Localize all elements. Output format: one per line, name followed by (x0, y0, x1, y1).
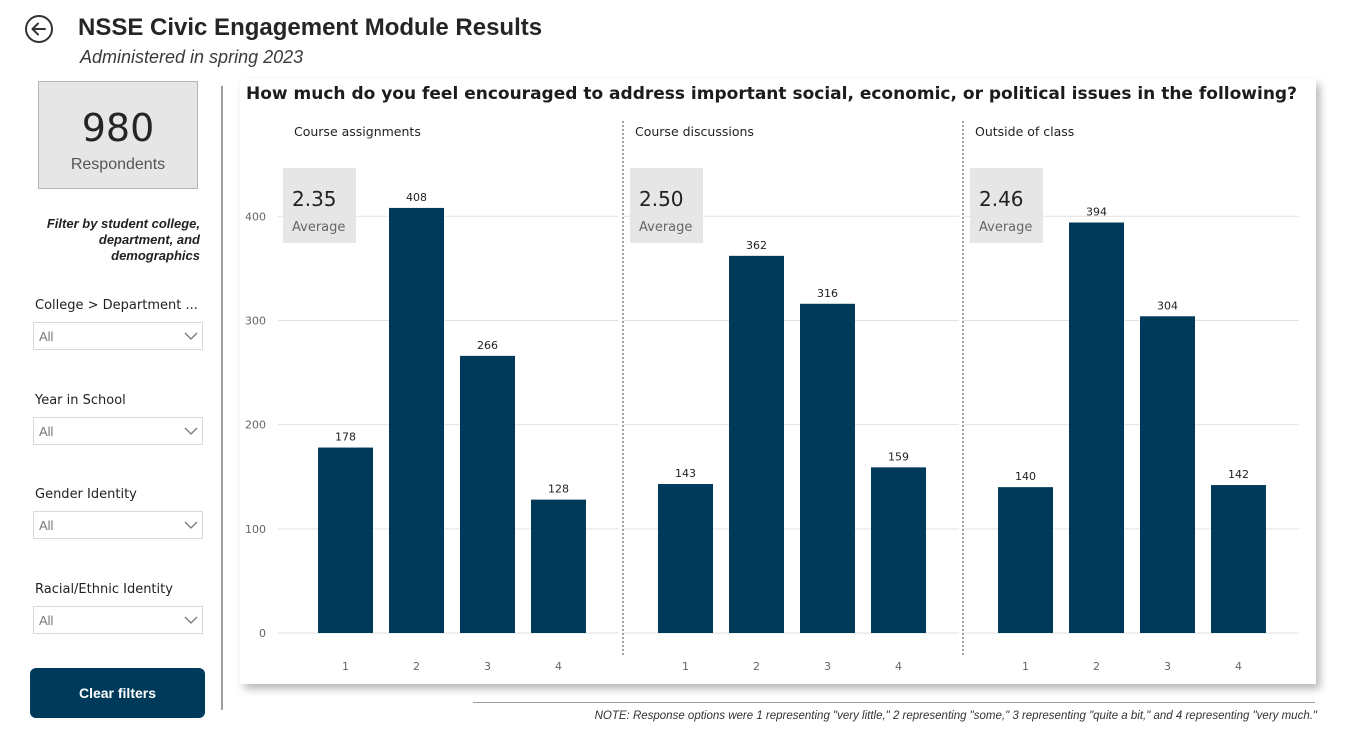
slicer-title-race: Racial/Ethnic Identity (35, 582, 173, 597)
bar (1211, 485, 1266, 633)
footnote: NOTE: Response options were 1 representi… (594, 710, 1317, 722)
x-tick-label: 2 (413, 660, 420, 673)
slicer-title-year: Year in School (35, 393, 126, 408)
bar-value-label: 143 (675, 467, 696, 480)
slicer-title-gender: Gender Identity (35, 487, 137, 502)
chevron-down-icon (184, 521, 198, 529)
x-tick-label: 1 (1022, 660, 1029, 673)
slicer-year-value: All (39, 424, 54, 439)
slicer-gender-dropdown[interactable]: All (33, 511, 203, 539)
bar-value-label: 408 (406, 191, 427, 204)
y-tick-label: 400 (245, 210, 266, 223)
bar-value-label: 159 (888, 450, 909, 463)
bar-value-label: 304 (1157, 299, 1178, 312)
circle-arrow-left-icon (25, 15, 53, 43)
slicer-college-dropdown[interactable]: All (33, 322, 203, 350)
x-tick-label: 4 (555, 660, 562, 673)
bar-value-label: 178 (335, 431, 356, 444)
slicer-year-dropdown[interactable]: All (33, 417, 203, 445)
bar-value-label: 316 (817, 287, 838, 300)
page-title: NSSE Civic Engagement Module Results (78, 14, 543, 41)
slicer-title-college: College > Department ... (35, 298, 198, 313)
bar (318, 447, 373, 633)
note-divider (473, 702, 1315, 703)
y-tick-label: 100 (245, 523, 266, 536)
respondents-card: 980 Respondents (38, 81, 198, 189)
x-tick-label: 4 (895, 660, 902, 673)
bar (871, 467, 926, 633)
panel-title: Outside of class (975, 124, 1074, 139)
x-tick-label: 3 (1164, 660, 1171, 673)
average-value: 2.50 (639, 187, 684, 211)
bar-value-label: 140 (1015, 470, 1036, 483)
bar-value-label: 266 (477, 339, 498, 352)
bar (800, 303, 855, 633)
chevron-down-icon (184, 427, 198, 435)
x-tick-label: 3 (824, 660, 831, 673)
respondents-count: 980 (81, 106, 155, 150)
filter-intro-text: Filter by student college, department, a… (46, 216, 200, 263)
bar (658, 484, 713, 633)
slicer-college-value: All (39, 329, 54, 344)
bar (389, 207, 444, 633)
slicer-race-value: All (39, 613, 54, 628)
x-tick-label: 1 (682, 660, 689, 673)
clear-filters-button[interactable]: Clear filters (30, 668, 205, 718)
panel-title: Course discussions (635, 124, 754, 139)
x-tick-label: 2 (753, 660, 760, 673)
chevron-down-icon (184, 332, 198, 340)
page-subtitle: Administered in spring 2023 (80, 47, 304, 67)
bar (1069, 222, 1124, 634)
y-tick-label: 200 (245, 419, 266, 432)
bar (531, 499, 586, 633)
slicer-race-dropdown[interactable]: All (33, 606, 203, 634)
average-card (970, 168, 1043, 243)
chevron-down-icon (184, 616, 198, 624)
y-tick-label: 0 (259, 627, 266, 640)
average-card (283, 168, 356, 243)
average-value: 2.35 (292, 187, 337, 211)
x-tick-label: 4 (1235, 660, 1242, 673)
y-tick-label: 300 (245, 314, 266, 327)
average-label: Average (979, 220, 1032, 235)
bar-chart: 0 100 200 300 400 Course assignments 178 1 408 2 2… (245, 121, 1299, 673)
bar (1140, 316, 1195, 633)
bar (460, 355, 515, 633)
sidebar-divider (221, 86, 223, 710)
bar-value-label: 142 (1228, 468, 1249, 481)
average-value: 2.46 (979, 187, 1024, 211)
average-card (630, 168, 703, 243)
slicer-gender-value: All (39, 518, 54, 533)
bar-value-label: 128 (548, 483, 569, 496)
back-button[interactable] (24, 14, 54, 44)
bar-value-label: 394 (1086, 206, 1107, 219)
respondents-label: Respondents (70, 156, 166, 173)
bar (729, 255, 784, 634)
bar-value-label: 362 (746, 239, 767, 252)
x-tick-label: 2 (1093, 660, 1100, 673)
x-tick-label: 1 (342, 660, 349, 673)
bar (998, 487, 1053, 633)
average-label: Average (639, 220, 692, 235)
chart-title: How much do you feel encouraged to addre… (246, 84, 1297, 104)
panel-title: Course assignments (294, 124, 421, 139)
average-label: Average (292, 220, 345, 235)
x-tick-label: 3 (484, 660, 491, 673)
